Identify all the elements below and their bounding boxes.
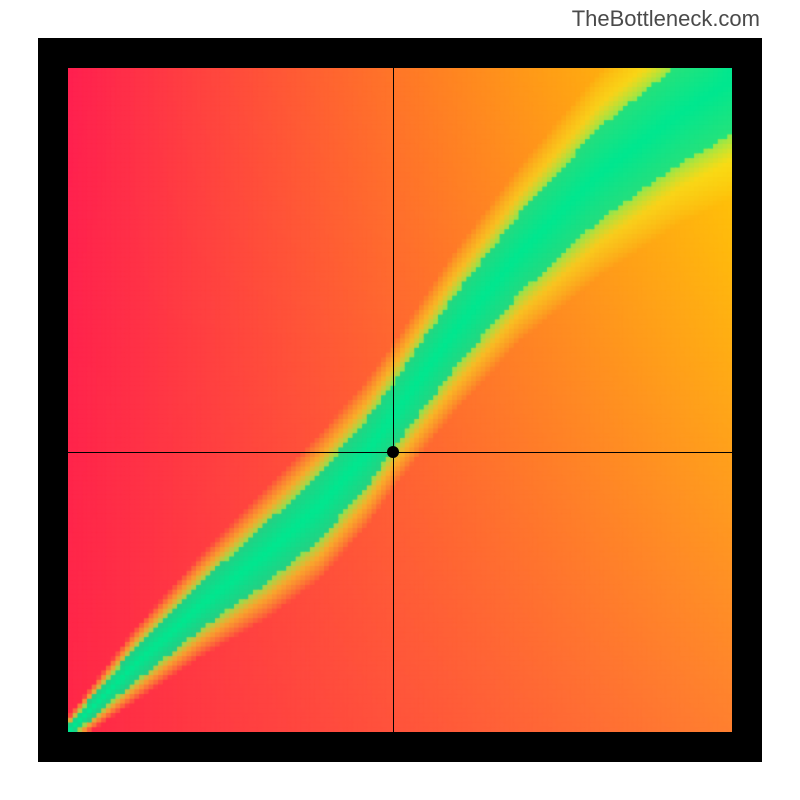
- crosshair-point: [387, 446, 399, 458]
- heatmap-plot: [68, 68, 732, 732]
- chart-outer-frame: [38, 38, 762, 762]
- crosshair-horizontal: [68, 452, 732, 453]
- chart-container: TheBottleneck.com: [0, 0, 800, 800]
- watermark-text: TheBottleneck.com: [572, 6, 760, 32]
- crosshair-vertical: [393, 68, 394, 732]
- heatmap-canvas: [68, 68, 732, 732]
